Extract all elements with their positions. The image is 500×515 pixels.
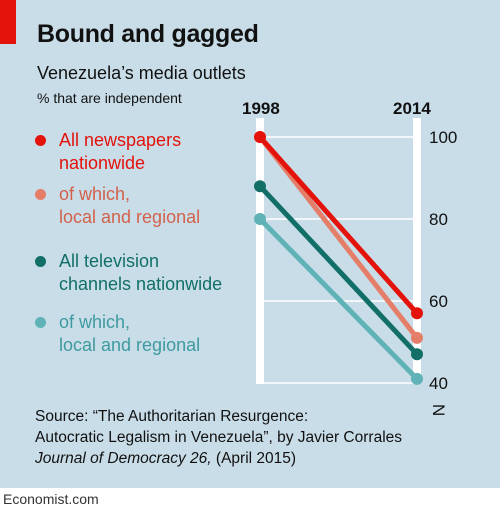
axis-bar-2014 — [413, 118, 421, 384]
series-point-2-1998 — [254, 180, 266, 193]
ytick-labels: 100 80 60 40 — [429, 128, 457, 393]
series-point-0-2014 — [411, 307, 423, 320]
source-note: Source: “The Authoritarian Resurgence: A… — [35, 406, 402, 469]
series-points — [254, 131, 423, 385]
chart-subtitle: Venezuela’s media outlets — [37, 63, 246, 83]
x-label-start: 1998 — [242, 99, 280, 118]
series-line-1 — [257, 134, 420, 341]
legend-label-local-newspapers-l2: local and regional — [59, 207, 201, 227]
economist-red-tab — [0, 0, 16, 44]
legend-label-newspapers-l2: nationwide — [59, 153, 146, 173]
ytick-label-60: 60 — [429, 292, 448, 311]
legend-label-newspapers-l1: All newspapers — [59, 130, 182, 150]
series-line-0 — [257, 134, 420, 316]
legend-dot-local-television — [35, 317, 46, 328]
series-line-3 — [257, 216, 420, 382]
series-point-0-1998 — [254, 131, 266, 143]
source-journal: Journal of Democracy 26, — [35, 450, 212, 467]
ytick-label-100: 100 — [429, 128, 457, 147]
slope-chart: 100 80 60 40 N — [254, 118, 457, 416]
chart-unit-label: % that are independent — [37, 90, 182, 106]
series-point-3-2014 — [411, 372, 423, 385]
economist-footer-brand: Economist.com — [3, 491, 99, 507]
legend-dot-television — [35, 256, 46, 267]
axis-bar-1998 — [256, 118, 264, 384]
chart-title: Bound and gagged — [37, 20, 259, 48]
series-line-2 — [257, 183, 420, 357]
ytick-label-40: 40 — [429, 374, 448, 393]
source-line-2: Autocratic Legalism in Venezuela”, by Ja… — [35, 429, 403, 446]
legend-dot-local-newspapers — [35, 189, 46, 200]
legend-label-television-l1: All television — [59, 251, 160, 271]
source-date: (April 2015) — [211, 450, 297, 467]
x-label-end: 2014 — [393, 99, 431, 118]
ytick-label-80: 80 — [429, 210, 448, 229]
legend-label-local-television-l1: of which, — [59, 312, 131, 332]
legend-label-local-newspapers-l1: of which, — [59, 184, 131, 204]
series-point-1-2014 — [411, 331, 423, 344]
source-line-1: Source: “The Authoritarian Resurgence: — [35, 408, 309, 425]
axis-break-mark: N — [429, 404, 448, 416]
legend-label-television-l2: channels nationwide — [59, 274, 223, 294]
legend-label-local-television-l2: local and regional — [59, 335, 201, 355]
series-point-2-2014 — [411, 348, 423, 361]
series-lines — [257, 134, 420, 382]
legend-dot-newspapers — [35, 135, 46, 146]
series-point-3-1998 — [254, 213, 266, 225]
